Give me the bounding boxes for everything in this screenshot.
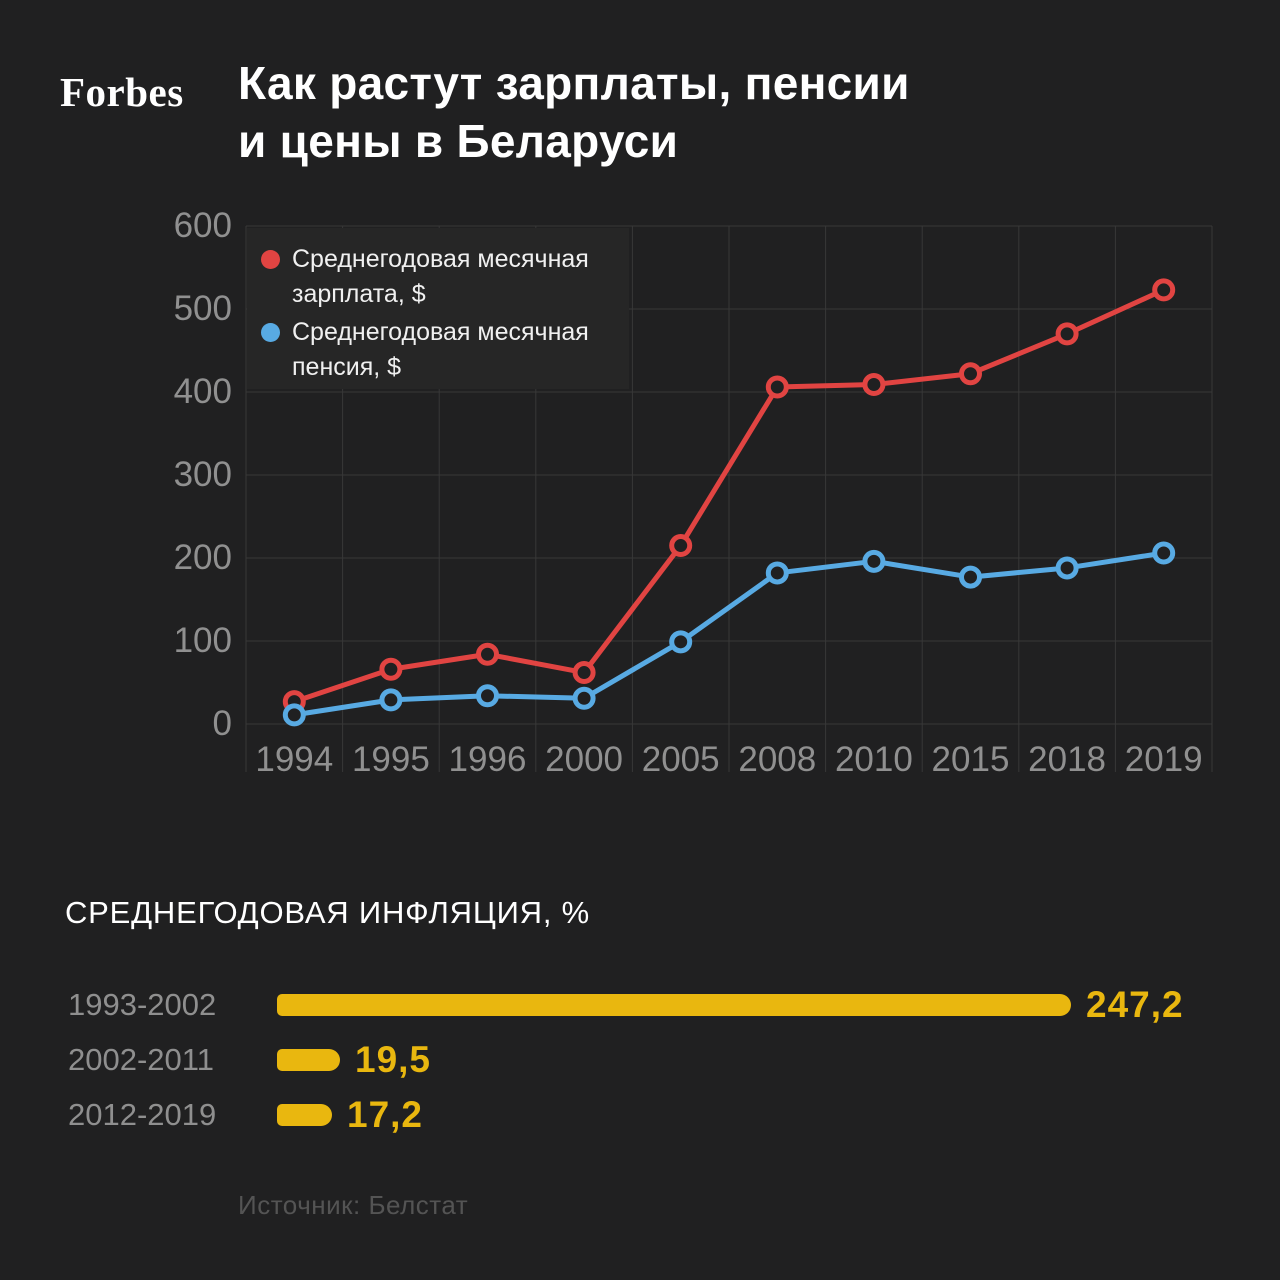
x-tick-label: 2008 bbox=[738, 740, 817, 779]
pension-series-dot-icon bbox=[261, 323, 280, 342]
y-tick-label: 100 bbox=[173, 621, 232, 660]
chart-legend: Среднегодовая месячная зарплата, $ Средн… bbox=[247, 228, 629, 389]
y-tick-label: 500 bbox=[173, 289, 232, 328]
series-line-salary bbox=[293, 287, 1165, 704]
data-point-salary bbox=[959, 362, 982, 386]
inflation-bars: 1993-2002 247,2 2002-2011 19,5 2012-2019 17,2 bbox=[0, 977, 1280, 1142]
data-point-pension bbox=[669, 630, 693, 654]
inflation-period-label: 1993-2002 bbox=[68, 986, 217, 1022]
x-tick-label: 1996 bbox=[448, 740, 527, 779]
inflation-section-heading: СРЕДНЕГОДОВАЯ ИНФЛЯЦИЯ, % bbox=[65, 895, 591, 930]
legend-label-salary: Среднегодовая месячная зарплата, $ bbox=[292, 245, 589, 308]
data-point-salary bbox=[669, 534, 693, 558]
data-point-pension bbox=[379, 688, 403, 712]
inflation-row: 2002-2011 19,5 bbox=[0, 1032, 1280, 1087]
inflation-row: 1993-2002 247,2 bbox=[0, 977, 1280, 1032]
legend-item-salary: Среднегодовая месячная зарплата, $ bbox=[259, 242, 629, 312]
title-line-1: Как растут зарплаты, пенсии bbox=[238, 57, 910, 109]
x-tick-label: 1994 bbox=[255, 740, 334, 779]
title-line-2: и цены в Беларуси bbox=[238, 115, 679, 167]
inflation-period-label: 2012-2019 bbox=[68, 1096, 217, 1132]
inflation-bar bbox=[277, 1048, 340, 1071]
inflation-bar bbox=[277, 1103, 332, 1126]
forbes-logo: Forbes bbox=[60, 69, 184, 115]
salary-series-dot-icon bbox=[261, 250, 280, 269]
y-tick-label: 600 bbox=[173, 206, 232, 245]
source-note: Источник: Белстат bbox=[238, 1190, 469, 1220]
y-tick-label: 400 bbox=[173, 372, 232, 411]
data-point-pension bbox=[476, 684, 499, 708]
page-title: Как растут зарплаты, пенсии и цены в Бел… bbox=[238, 54, 910, 170]
data-point-pension bbox=[282, 703, 306, 727]
legend-label-pension: Среднегодовая месячная пенсия, $ bbox=[292, 318, 589, 381]
data-point-salary bbox=[1152, 278, 1176, 302]
data-point-salary bbox=[765, 375, 789, 399]
data-point-pension bbox=[862, 549, 886, 573]
inflation-value: 17,2 bbox=[347, 1093, 424, 1135]
data-point-pension bbox=[959, 565, 982, 589]
data-point-salary bbox=[1055, 322, 1079, 346]
x-tick-label: 2015 bbox=[931, 740, 1010, 779]
x-tick-label: 1995 bbox=[351, 740, 430, 779]
y-tick-label: 0 bbox=[212, 704, 232, 743]
x-tick-label: 2010 bbox=[834, 740, 913, 779]
inflation-bar bbox=[277, 993, 1071, 1016]
inflation-period-label: 2002-2011 bbox=[68, 1041, 214, 1077]
series-line-pension bbox=[293, 550, 1165, 718]
inflation-value: 19,5 bbox=[355, 1038, 432, 1080]
x-tick-label: 2000 bbox=[545, 740, 624, 779]
y-tick-label: 300 bbox=[173, 455, 232, 494]
data-point-salary bbox=[379, 657, 403, 681]
x-tick-label: 2018 bbox=[1028, 740, 1107, 779]
legend-item-pension: Среднегодовая месячная пенсия, $ bbox=[259, 315, 629, 385]
inflation-value: 247,2 bbox=[1086, 983, 1184, 1025]
x-tick-label: 2005 bbox=[641, 740, 720, 779]
data-point-pension bbox=[572, 686, 596, 710]
data-point-salary bbox=[572, 661, 596, 685]
y-tick-label: 200 bbox=[173, 538, 232, 577]
data-point-pension bbox=[765, 561, 789, 585]
data-point-salary bbox=[862, 373, 886, 397]
inflation-row: 2012-2019 17,2 bbox=[0, 1087, 1280, 1142]
data-point-pension bbox=[1055, 556, 1079, 580]
x-tick-label: 2019 bbox=[1124, 740, 1203, 779]
data-point-salary bbox=[476, 642, 499, 666]
data-point-pension bbox=[1152, 541, 1176, 565]
